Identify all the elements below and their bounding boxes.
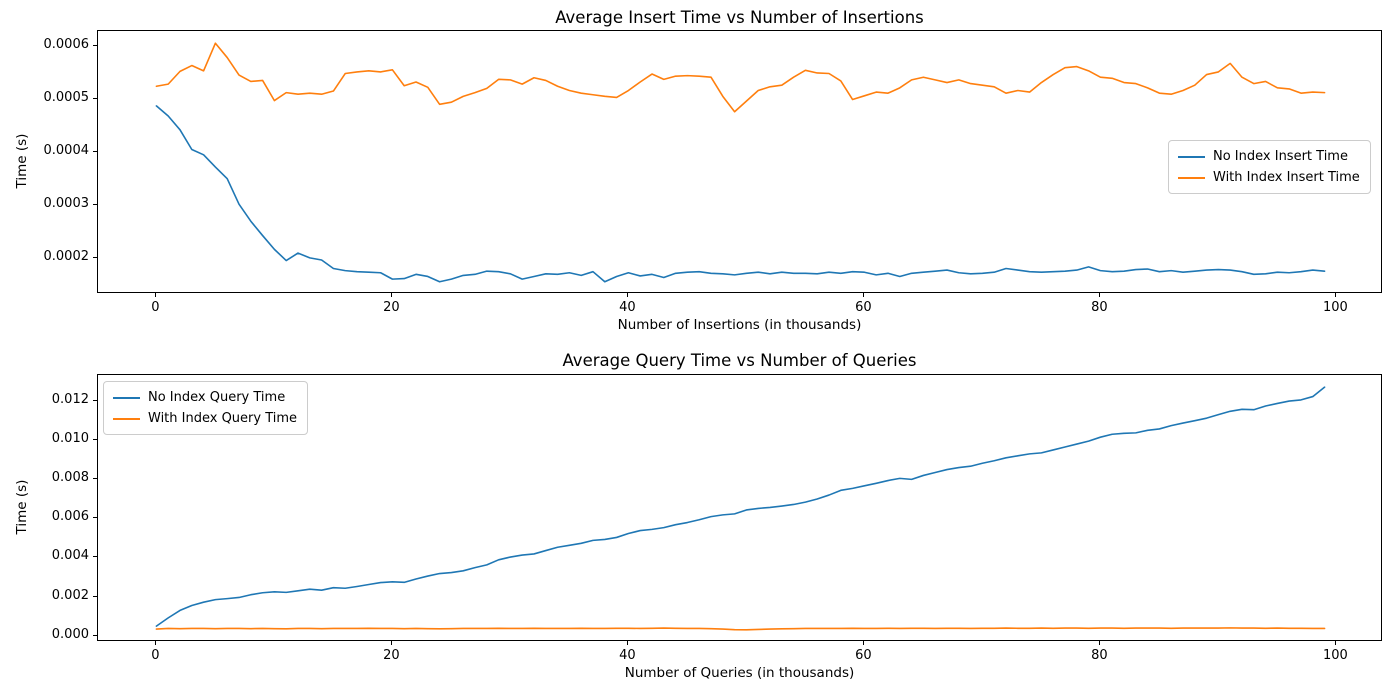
y-tick-label: 0.008 [51,470,89,485]
y-tick-label: 0.000 [51,626,89,642]
x-tick-label: 100 [1322,300,1348,315]
x-tick-mark [391,293,393,297]
x-tick-mark [627,641,629,645]
series-line-no-index-insert-time [155,105,1326,283]
x-tick-mark [1099,641,1101,645]
legend-item: With Index Insert Time [1178,167,1360,188]
x-tick-mark [155,641,157,645]
x-tick-mark [1335,293,1337,297]
y-tick-mark [93,517,97,519]
y-tick-mark [93,478,97,479]
query-chart-svg [155,386,1326,631]
x-tick-mark [627,293,629,297]
x-tick-label: 20 [383,300,400,315]
x-tick-label: 20 [383,648,400,663]
y-tick-label: 0.0002 [43,249,90,265]
y-tick-label: 0.0003 [43,196,90,212]
insert-chart-x-axis-label: Number of Insertions (in thousands) [617,317,862,333]
legend-line-sample-icon [1178,176,1205,179]
legend-label: No Index Insert Time [1213,148,1348,164]
y-tick-label: 0.0004 [43,143,90,159]
x-tick-mark [863,641,865,645]
series-line-with-index-query-time [155,627,1326,631]
query-chart-legend: No Index Query Time With Index Query Tim… [103,381,309,435]
y-tick-mark [93,595,97,597]
y-tick-mark [93,44,97,46]
x-tick-mark [391,641,393,645]
y-tick-mark [93,634,97,636]
insert-chart-title: Average Insert Time vs Number of Inserti… [555,8,924,27]
x-tick-label: 0 [151,300,160,315]
y-tick-mark [93,556,97,558]
legend-label: With Index Query Time [148,410,298,426]
legend-label: No Index Query Time [148,389,286,405]
y-tick-label: 0.002 [51,587,89,603]
legend-item: No Index Query Time [113,387,297,408]
x-tick-label: 40 [619,300,636,315]
y-tick-label: 0.010 [51,430,89,446]
legend-label: With Index Insert Time [1213,169,1360,185]
x-tick-mark [155,293,157,297]
legend-line-sample-icon [113,417,140,420]
x-tick-label: 40 [619,648,636,663]
legend-line-sample-icon [113,396,140,399]
legend-item: No Index Insert Time [1178,146,1360,167]
y-tick-label: 0.006 [51,509,89,525]
y-tick-label: 0.012 [51,391,89,407]
y-tick-label: 0.0006 [43,36,90,52]
y-tick-mark [93,98,97,99]
x-tick-label: 100 [1322,648,1348,663]
query-chart-plot-area [97,374,1382,641]
y-tick-mark [93,438,97,440]
x-tick-label: 80 [1091,648,1108,663]
insert-chart-plot-area [97,30,1382,293]
series-line-with-index-insert-time [155,42,1326,113]
query-chart-y-axis-label: Time (s) [14,479,30,535]
insert-chart-svg [155,42,1326,283]
y-tick-mark [93,204,97,206]
insert-chart-legend: No Index Insert Time With Index Insert T… [1168,140,1371,194]
query-chart-x-axis-label: Number of Queries (in thousands) [624,665,855,681]
y-tick-label: 0.0005 [43,90,90,105]
y-tick-mark [93,399,97,401]
query-chart-title: Average Query Time vs Number of Queries [562,351,917,370]
x-tick-label: 80 [1091,300,1108,315]
series-line-no-index-query-time [155,386,1326,627]
legend-line-sample-icon [1178,155,1205,158]
x-tick-label: 0 [151,648,160,663]
legend-item: With Index Query Time [113,408,297,429]
y-tick-mark [93,257,97,259]
x-tick-label: 60 [855,648,872,663]
x-tick-label: 60 [855,300,872,315]
insert-chart-y-axis-label: Time (s) [14,133,30,189]
x-tick-mark [863,293,865,297]
x-tick-mark [1335,641,1337,645]
y-tick-label: 0.004 [51,548,89,564]
y-tick-mark [93,151,97,153]
x-tick-mark [1099,293,1101,297]
